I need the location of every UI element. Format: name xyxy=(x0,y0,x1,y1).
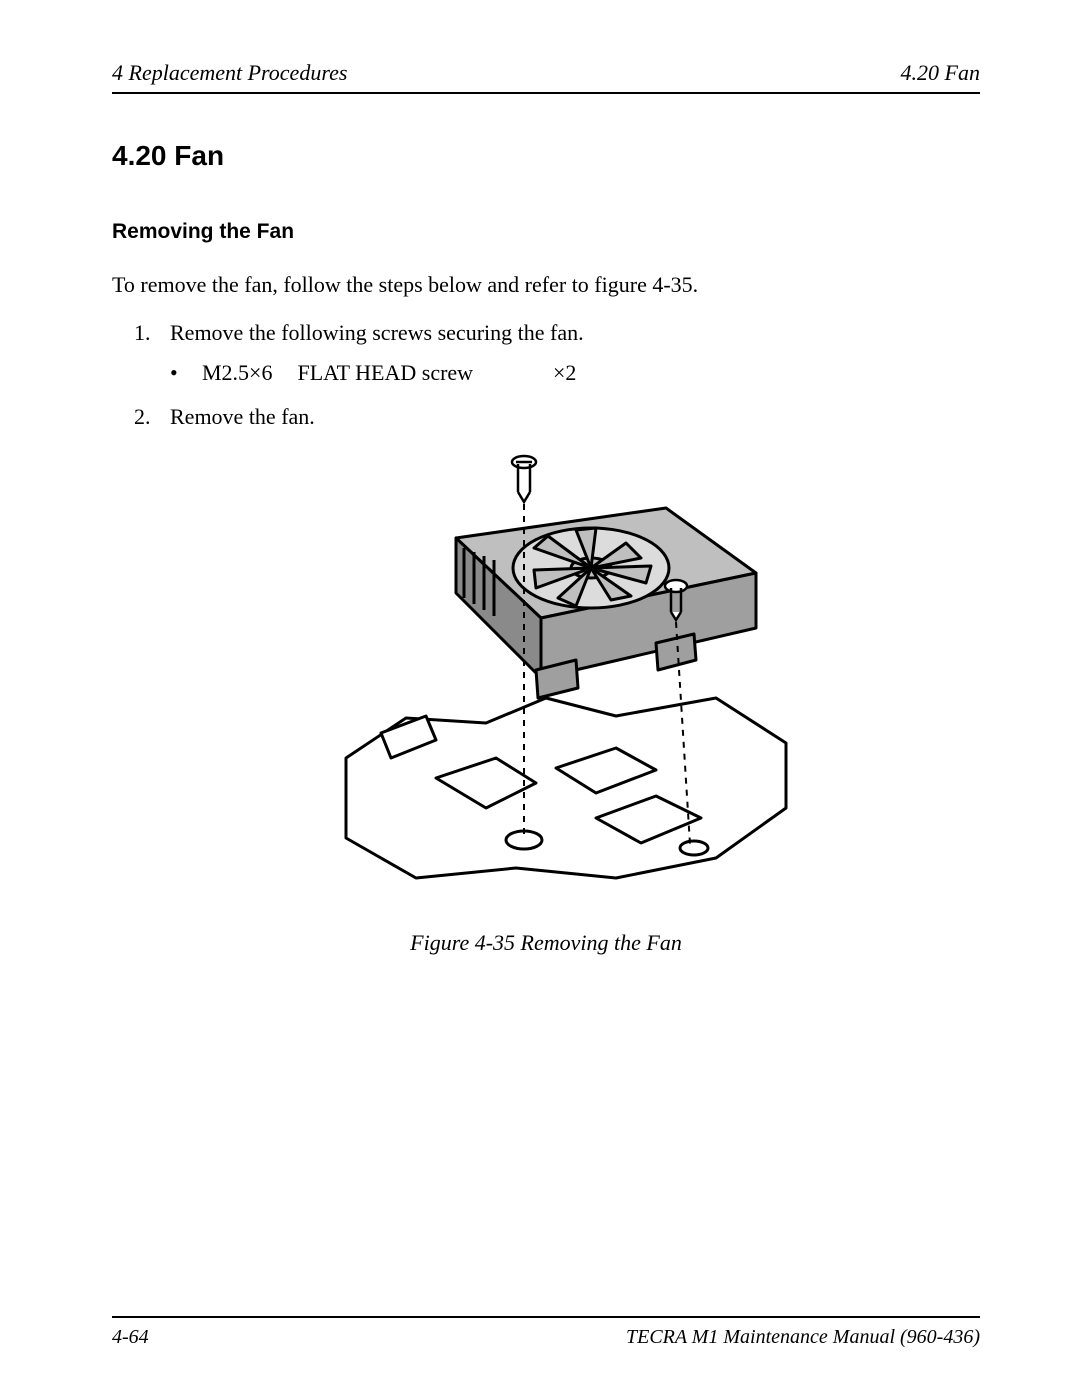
header-rule xyxy=(112,92,980,94)
subsection-title: Removing the Fan xyxy=(112,220,980,244)
footer-right: TECRA M1 Maintenance Manual (960-436) xyxy=(626,1326,980,1349)
screw-desc: FLAT HEAD screw xyxy=(298,360,548,386)
screw-bullet: • M2.5×6 FLAT HEAD screw ×2 xyxy=(170,360,980,386)
step-text: Remove the following screws securing the… xyxy=(170,320,584,345)
step-2: 2. Remove the fan. xyxy=(170,404,980,430)
page-header: 4 Replacement Procedures 4.20 Fan xyxy=(112,60,980,86)
header-right: 4.20 Fan xyxy=(901,60,980,86)
step-number: 2. xyxy=(134,404,151,430)
screw-qty: ×2 xyxy=(553,360,576,385)
step-number: 1. xyxy=(134,320,151,346)
page: 4 Replacement Procedures 4.20 Fan 4.20 F… xyxy=(0,0,1080,1397)
page-footer: 4-64 TECRA M1 Maintenance Manual (960-43… xyxy=(112,1316,980,1349)
step-text: Remove the fan. xyxy=(170,404,315,429)
steps-list: 1. Remove the following screws securing … xyxy=(112,320,980,430)
bullet-dot-icon: • xyxy=(170,360,178,386)
footer-left: 4-64 xyxy=(112,1326,149,1349)
fan-diagram-icon xyxy=(286,448,806,918)
header-left: 4 Replacement Procedures xyxy=(112,60,347,86)
figure: Figure 4-35 Removing the Fan xyxy=(112,448,980,956)
footer-rule xyxy=(112,1316,980,1318)
screw-spec: M2.5×6 xyxy=(202,360,292,386)
step-1: 1. Remove the following screws securing … xyxy=(170,320,980,386)
intro-text: To remove the fan, follow the steps belo… xyxy=(112,272,980,298)
figure-caption: Figure 4-35 Removing the Fan xyxy=(112,930,980,956)
section-title: 4.20 Fan xyxy=(112,140,980,172)
